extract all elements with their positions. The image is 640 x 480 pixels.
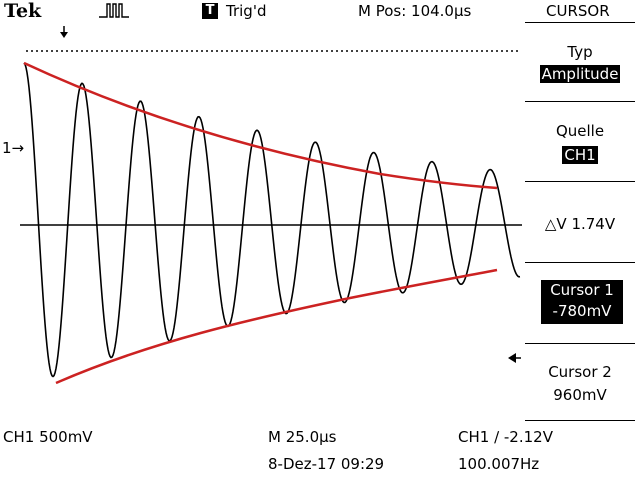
menu-title: CURSOR	[546, 2, 610, 20]
quelle-value[interactable]: CH1	[562, 146, 598, 164]
delta-v-readout: △V 1.74V	[544, 215, 616, 233]
lower-envelope	[55, 268, 498, 385]
menu-divider	[525, 343, 635, 344]
typ-label[interactable]: Typ	[567, 43, 593, 61]
cursor-2-label[interactable]: Cursor 2	[548, 363, 612, 381]
cursor-1-value: -780mV	[552, 302, 612, 320]
cursor-1-label: Cursor 1	[550, 281, 614, 299]
ch1-scale: CH1 500mV	[3, 428, 93, 446]
menu-divider	[525, 262, 635, 263]
typ-value[interactable]: Amplitude	[539, 65, 621, 83]
timebase: M 25.0µs	[268, 428, 337, 446]
date-time: 8-Dez-17 09:29	[268, 455, 385, 473]
ch1-trace	[23, 62, 521, 378]
cursor-2-value[interactable]: 960mV	[553, 386, 607, 404]
pulse-trigger-icon	[99, 3, 129, 18]
brand-logo: Tek	[4, 0, 42, 22]
horizontal-position: M Pos: 104.0µs	[358, 2, 472, 20]
upper-envelope	[23, 61, 498, 190]
frequency: 100.007Hz	[458, 455, 540, 473]
trigger-state: Trig'd	[226, 2, 267, 20]
cursor-1-button[interactable]: Cursor 1 -780mV	[541, 280, 623, 324]
trigger-state-badge: T	[202, 3, 218, 19]
waveform-display	[20, 26, 522, 385]
ch1-ground-marker: 1→	[2, 139, 25, 157]
menu-divider	[525, 101, 635, 102]
cursor-1-marker	[508, 353, 516, 363]
menu-divider	[525, 22, 635, 23]
menu-divider	[525, 420, 635, 421]
trigger-position-marker	[60, 32, 68, 38]
menu-divider	[525, 181, 635, 182]
quelle-label[interactable]: Quelle	[555, 122, 605, 140]
trigger-level: CH1 ∕ -2.12V	[458, 428, 553, 446]
